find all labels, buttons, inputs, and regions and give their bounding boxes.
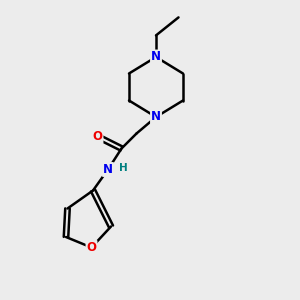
Text: N: N	[151, 110, 161, 124]
Text: N: N	[103, 163, 113, 176]
Text: N: N	[151, 50, 161, 64]
Text: H: H	[119, 163, 128, 173]
Text: O: O	[92, 130, 103, 143]
Text: O: O	[86, 241, 97, 254]
